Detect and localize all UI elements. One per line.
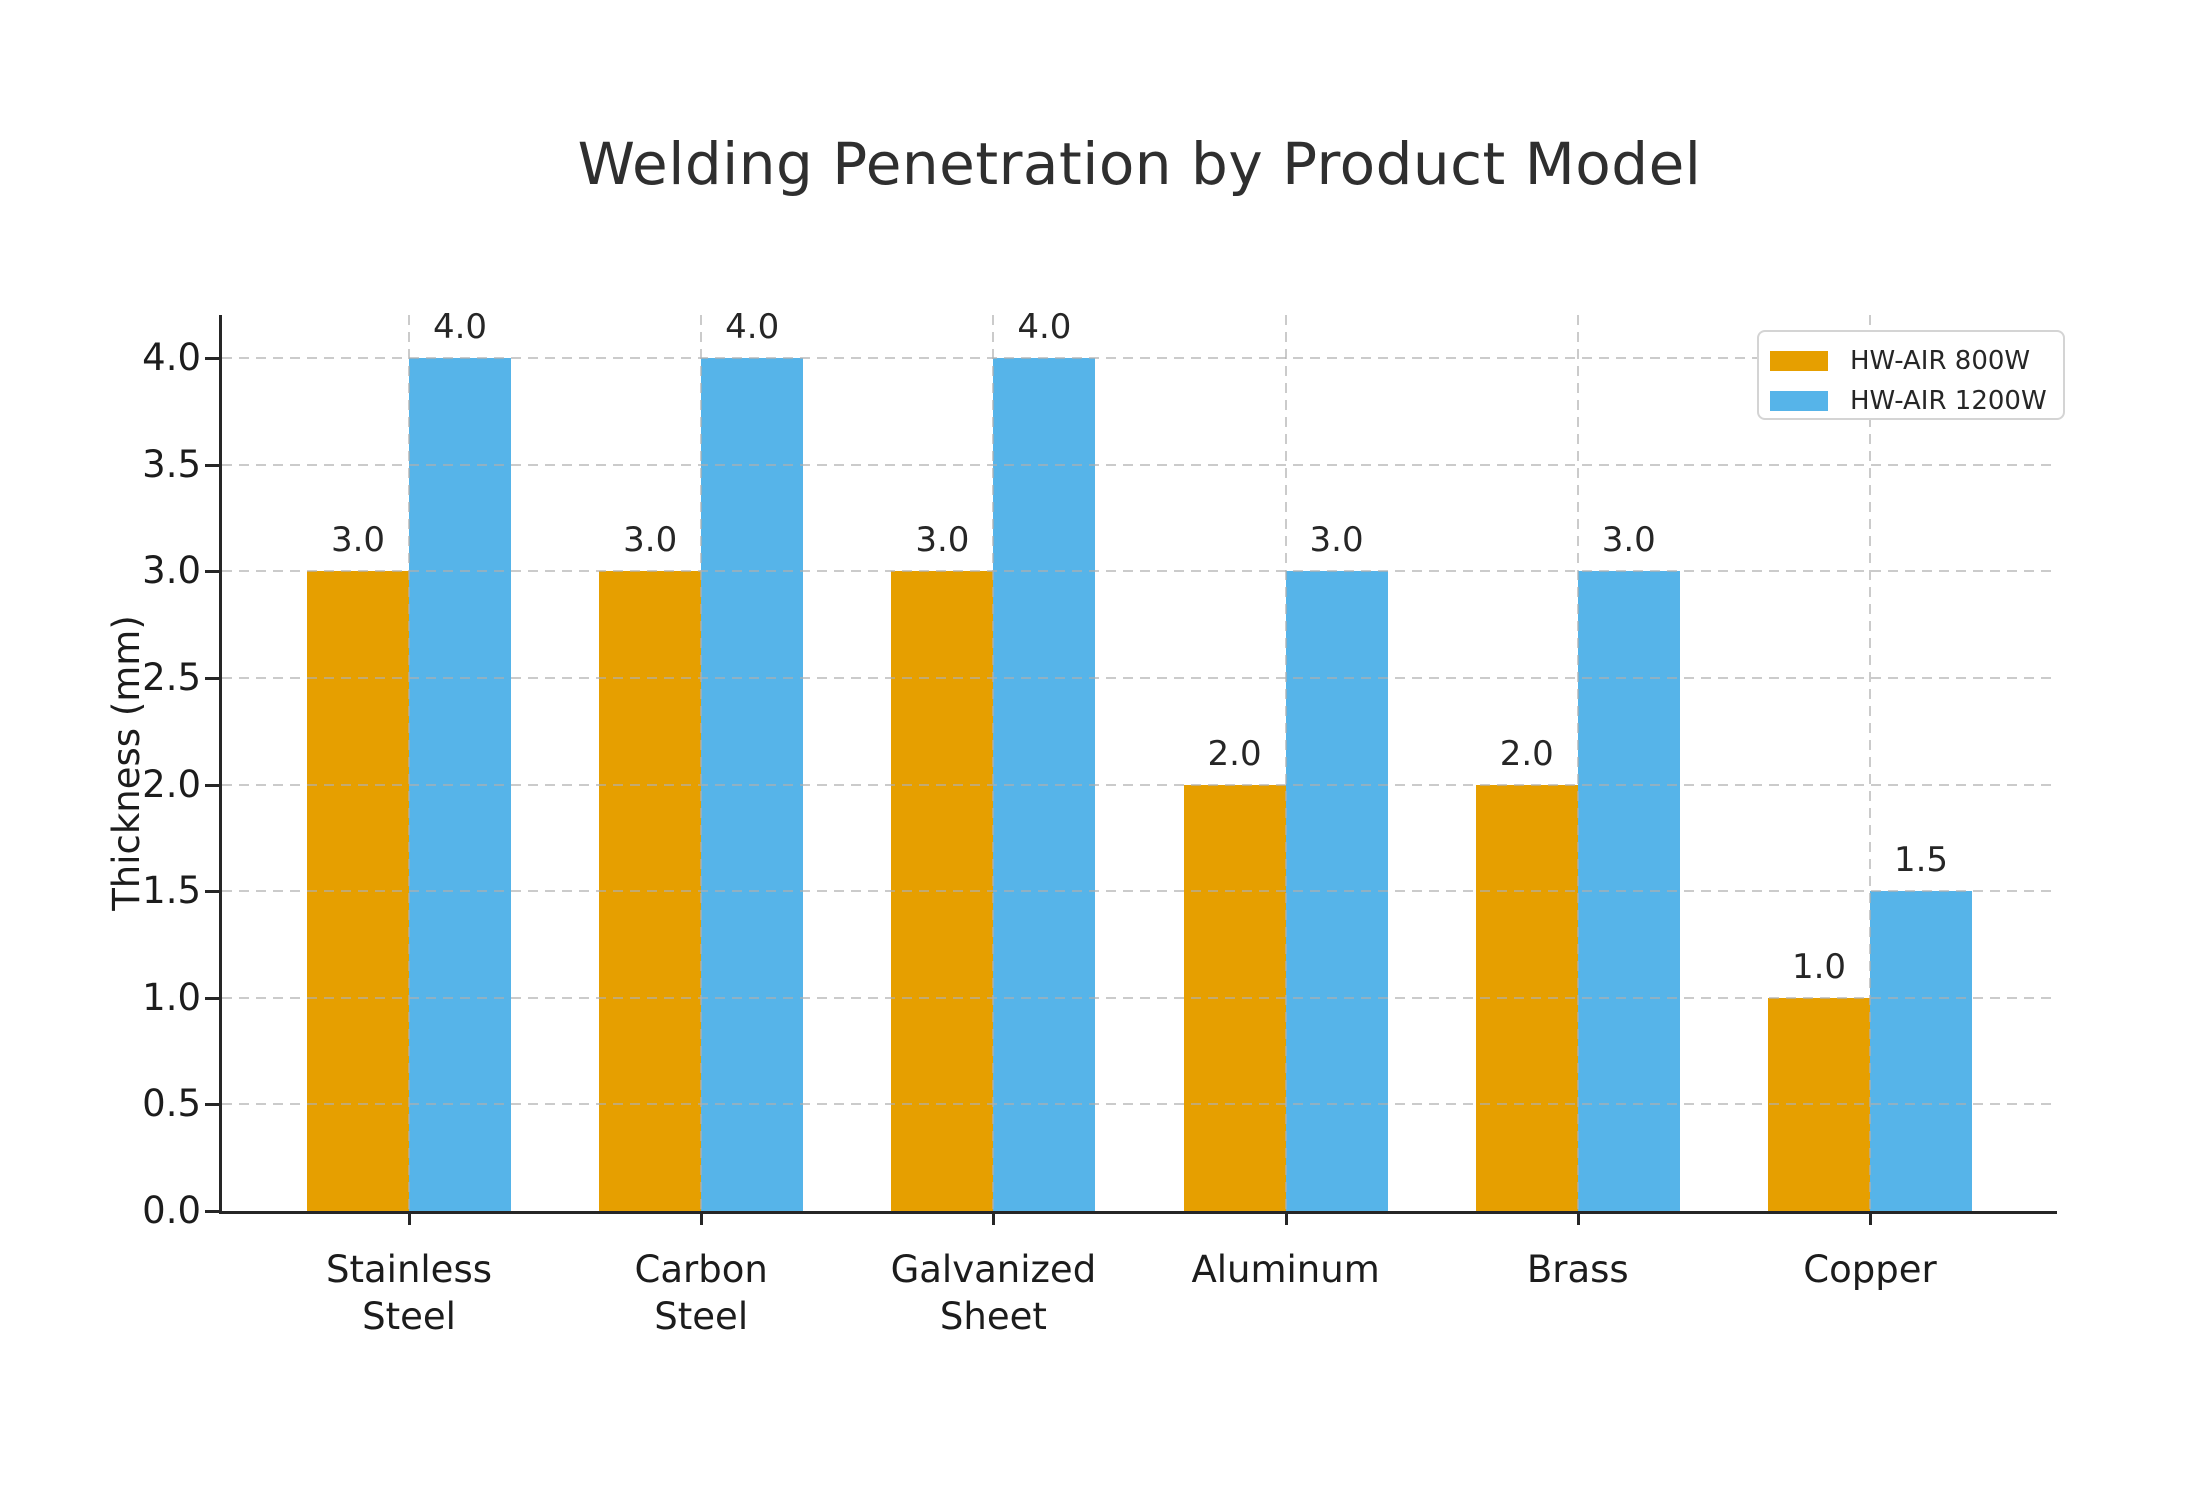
bar-value-label: 3.0 [330,520,386,561]
x-axis-category-label-line: Copper [1803,1248,1937,1291]
y-axis-line [219,315,222,1214]
legend-swatch-icon [1770,351,1828,371]
horizontal-gridline [222,1103,2057,1106]
y-axis-tick-label: 4.0 [142,336,201,380]
horizontal-gridline [222,890,2057,893]
legend-item-hw-air-1200w: HW-AIR 1200W [1770,381,2063,421]
x-axis-category-label-line: Stainless [326,1248,492,1291]
x-axis-category-label: Stainless Steel [249,1246,569,1340]
y-axis-tick-label: 1.5 [142,869,201,913]
bar-value-label: 2.0 [1207,733,1262,774]
bar-value-label: 3.0 [1601,520,1656,561]
x-axis-category-label-line: Brass [1526,1248,1629,1291]
y-axis-tick-label: 1.0 [142,975,201,1019]
bar-value-label: 3.0 [623,520,678,561]
horizontal-gridline [222,783,2057,786]
x-axis-tick [408,1214,411,1225]
x-axis-category-label-line: Aluminum [1191,1248,1380,1291]
bar-hw-air-1200w-copper [1869,891,1972,1211]
vertical-gridline [700,315,703,1211]
vertical-gridline [1868,315,1871,1211]
y-axis-tick [205,783,219,787]
y-axis-tick-label: 2.0 [142,762,201,806]
y-axis-tick [205,1103,219,1107]
x-axis-category-label-line: Sheet [939,1295,1047,1338]
y-axis-tick [205,570,219,574]
bar-value-label: 2.0 [1499,733,1554,774]
y-axis-tick-label: 0.0 [142,1189,201,1232]
y-axis-tick-label: 3.5 [142,442,201,486]
y-axis-tick [205,1210,219,1213]
x-axis-category-label: Brass [1418,1246,1738,1293]
bar-value-label: 3.0 [915,520,970,561]
horizontal-gridline [222,357,2057,360]
vertical-gridline [1284,315,1287,1211]
legend-swatch-icon [1770,391,1828,411]
bar-value-label: 1.0 [1791,946,1847,987]
x-axis-category-label-line: Steel [362,1295,456,1338]
legend-item-hw-air-800w: HW-AIR 800W [1770,341,2063,381]
bar-value-label: 3.0 [1309,520,1364,561]
x-axis-tick [700,1214,704,1225]
x-axis-tick [1868,1214,1872,1225]
y-axis-tick-label: 2.5 [142,656,201,699]
vertical-gridline [1576,315,1579,1211]
legend-label: HW-AIR 800W [1850,346,2031,376]
x-axis-category-label: Aluminum [1126,1246,1446,1293]
bar-value-label: 4.0 [1017,307,1072,348]
horizontal-gridline [222,570,2057,573]
y-axis-tick [205,996,219,1000]
horizontal-gridline [222,463,2057,466]
x-axis-category-label-line: Carbon [634,1248,768,1291]
y-axis-tick-label: 0.5 [142,1082,201,1126]
x-axis-category-label: Carbon Steel [541,1246,861,1340]
bar-value-label: 4.0 [432,307,488,348]
legend: HW-AIR 800W HW-AIR 1200W [1757,330,2065,420]
horizontal-gridline [222,996,2057,999]
vertical-gridline [992,315,995,1211]
y-axis-tick [205,463,219,467]
y-axis-tick [205,890,219,894]
bar-value-label: 1.5 [1893,840,1949,881]
horizontal-gridline [222,677,2057,679]
x-axis-line [219,1211,2057,1214]
y-axis-tick-label: 3.0 [142,549,201,593]
y-axis-tick [205,357,219,361]
chart-title: Welding Penetration by Product Model [577,130,1702,198]
x-axis-tick [1284,1214,1288,1225]
x-axis-category-label: Copper [1710,1246,2030,1293]
y-axis-tick [205,677,219,680]
vertical-gridline [408,315,410,1211]
x-axis-category-label-line: Steel [654,1295,749,1338]
bar-value-label: 4.0 [725,307,780,348]
x-axis-category-label-line: Galvanized [890,1248,1097,1291]
x-axis-category-label: Galvanized Sheet [833,1246,1153,1340]
x-axis-tick [992,1214,996,1225]
legend-label: HW-AIR 1200W [1850,386,2047,416]
x-axis-tick [1576,1214,1580,1225]
